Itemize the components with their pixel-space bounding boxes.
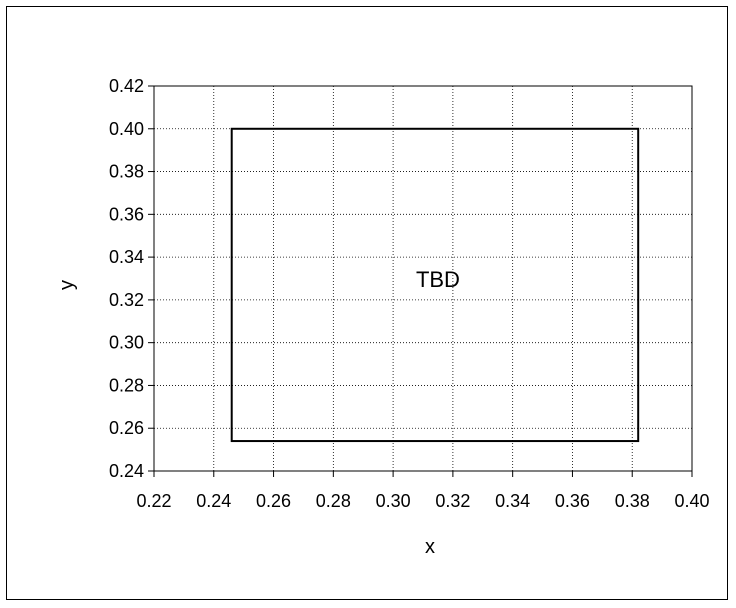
y-tick-label: 0.24 xyxy=(109,461,144,481)
y-tick-label: 0.28 xyxy=(109,375,144,395)
y-tick-label: 0.34 xyxy=(109,247,144,267)
plot-area xyxy=(153,85,693,472)
y-tick-label: 0.42 xyxy=(109,76,144,96)
tbd-region-box xyxy=(230,127,640,443)
x-tick-label: 0.40 xyxy=(674,491,709,511)
y-tick-label: 0.40 xyxy=(109,119,144,139)
chart-frame xyxy=(6,6,728,600)
grid xyxy=(154,86,692,471)
x-tick-label: 0.36 xyxy=(555,491,590,511)
x-tick-label: 0.38 xyxy=(615,491,650,511)
y-tick-label: 0.32 xyxy=(109,290,144,310)
y-axis-ticks: 0.24 0.26 0.28 0.30 0.32 0.34 0.36 0.38 0.40 0.42 xyxy=(109,76,154,481)
tbd-region-label: TBD xyxy=(416,267,460,292)
x-axis-ticks: 0.22 0.24 0.26 0.28 0.30 0.32 0.34 0.36 0.38 0.40 xyxy=(136,471,710,511)
y-tick-label: 0.26 xyxy=(109,418,144,438)
x-tick-label: 0.24 xyxy=(196,491,231,511)
x-tick-label: 0.32 xyxy=(435,491,470,511)
y-tick-label: 0.38 xyxy=(109,162,144,182)
x-tick-label: 0.28 xyxy=(316,491,351,511)
x-tick-label: 0.22 xyxy=(136,491,171,511)
x-tick-label: 0.30 xyxy=(376,491,411,511)
y-tick-label: 0.30 xyxy=(109,333,144,353)
y-axis-label: y xyxy=(56,280,78,290)
x-axis-label: x xyxy=(425,536,435,558)
y-tick-label: 0.36 xyxy=(109,204,144,224)
x-tick-label: 0.26 xyxy=(256,491,291,511)
x-tick-label: 0.34 xyxy=(495,491,530,511)
